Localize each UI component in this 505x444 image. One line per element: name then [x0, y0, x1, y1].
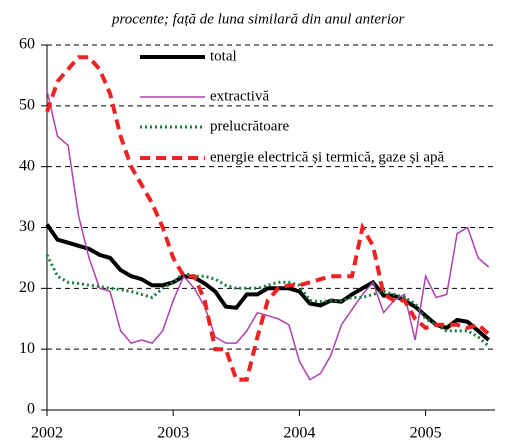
x-tick-label: 2004 [283, 425, 315, 442]
legend-label: total [210, 48, 237, 64]
y-tick-label: 60 [19, 36, 35, 53]
x-tick-label: 2002 [31, 425, 63, 442]
y-tick-label: 10 [19, 340, 35, 357]
y-tick-label: 20 [19, 279, 35, 296]
series-line [45, 55, 491, 382]
chart-subtitle: procente; față de luna similară din anul… [111, 11, 405, 27]
legend-label: prelucrătoare [210, 118, 289, 134]
legend-label: extractivă [210, 88, 269, 104]
x-tick-label: 2005 [410, 425, 442, 442]
y-tick-label: 30 [19, 218, 35, 235]
x-tick-label: 2003 [157, 425, 189, 442]
series-line [46, 90, 490, 381]
series-line [45, 223, 491, 342]
y-tick-label: 40 [19, 157, 35, 174]
y-tick-label: 0 [27, 401, 35, 418]
legend-label: energie electrică și termică, gaze și ap… [210, 149, 445, 165]
y-tick-label: 50 [19, 97, 35, 114]
